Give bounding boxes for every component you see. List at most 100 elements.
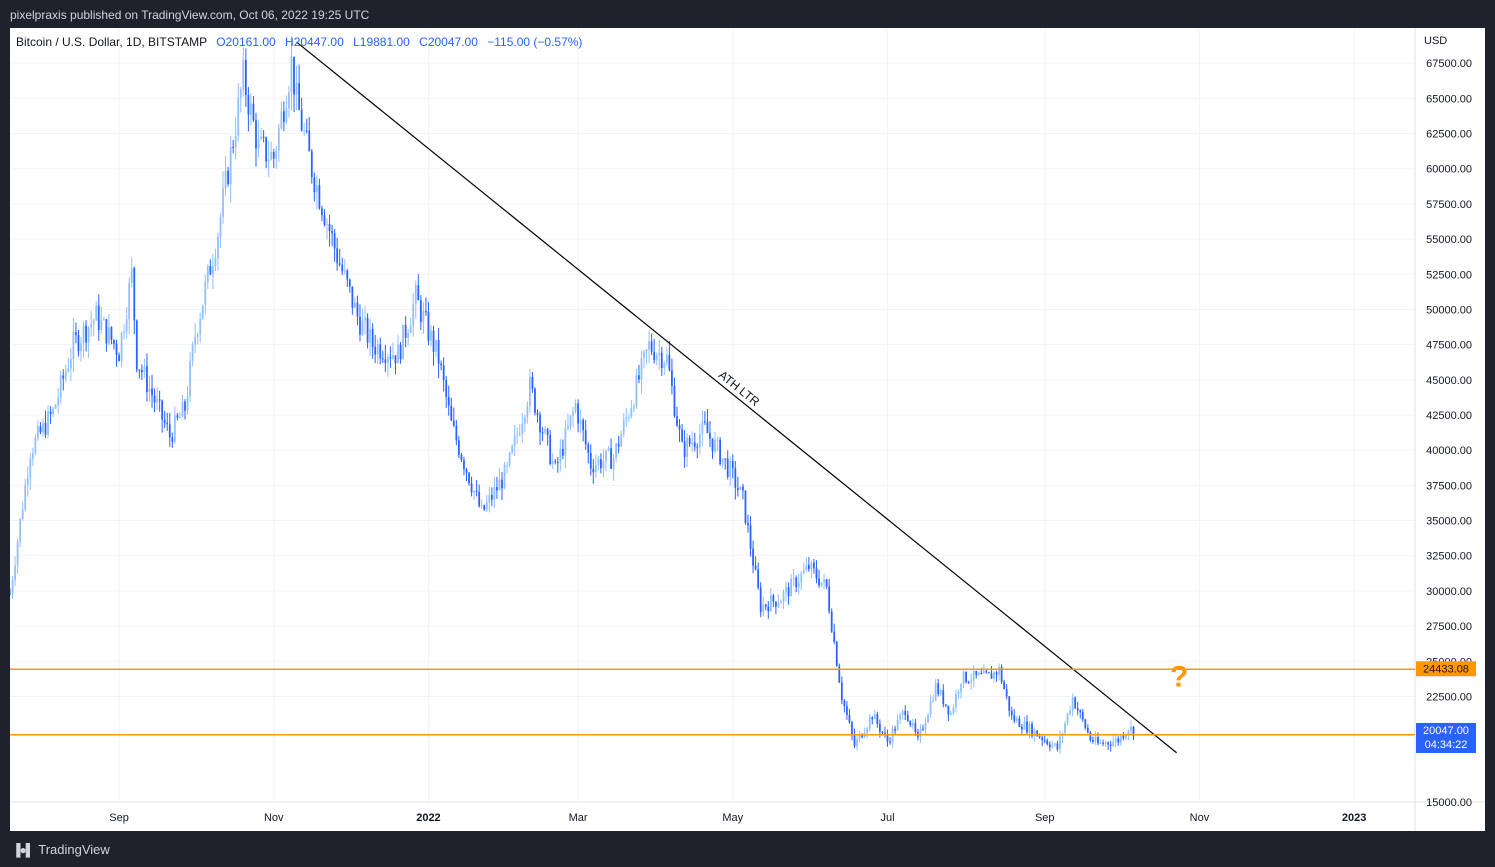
candle [671,358,673,395]
candle [1069,705,1071,716]
svg-text:Bitcoin / U.S. Dollar, 1D, BIT: Bitcoin / U.S. Dollar, 1D, BITSTAMP O201… [16,35,582,49]
candle-body [1051,744,1054,748]
candle [130,257,133,288]
candle-body [967,682,970,684]
candle [747,514,749,533]
candle-body [490,494,493,500]
candle-body [280,111,283,129]
candle [359,304,361,342]
candle [757,562,760,590]
time-tick-label-5: Jul [880,812,894,824]
candle [425,297,427,316]
candle-body [947,705,950,715]
candle-body [777,603,780,607]
candle-body [217,236,219,258]
time-tick-label-2: 2022 [416,812,440,824]
candle [947,705,950,722]
candle [386,353,389,377]
candle-body [440,363,443,366]
candle-body [196,334,199,338]
candle-body [1066,713,1069,724]
candle-body [939,690,942,695]
candle [374,334,377,364]
candle [379,337,382,365]
candle [120,331,123,368]
candle-body [572,411,574,416]
candle-body [762,604,765,613]
candle-body [42,422,44,433]
candle-body [716,439,719,441]
candle [1071,693,1074,717]
ath-trendline[interactable] [296,41,1177,754]
candle-body [998,666,1000,675]
candle-body [1074,697,1077,709]
candle [906,710,909,722]
candle [298,64,301,111]
candle [840,676,843,705]
candle-body [749,525,752,549]
candle [49,406,52,425]
candle [118,352,120,362]
price-axis[interactable]: 15000.0022500.0025000.0027500.0030000.00… [1426,58,1472,809]
candle [108,314,110,346]
candle [541,427,544,442]
candle-body [574,403,577,412]
candle [267,140,270,178]
candle-body [995,672,998,675]
candle-body [919,728,922,737]
candle [191,341,194,367]
time-tick-label-0: Sep [109,812,129,824]
candle [285,95,288,124]
candle-body [168,424,171,438]
candle [389,346,392,368]
candle-body [833,631,836,642]
time-tick-label-8: 2023 [1342,812,1366,824]
candle-body [133,267,136,321]
candle-body [227,170,229,185]
candle-body [77,334,80,352]
candle-body [797,582,800,588]
candle [919,724,922,744]
candle [242,47,245,97]
candle-body [899,714,902,720]
time-tick-label-6: Sep [1035,812,1055,824]
candle-body [551,461,554,465]
candle [937,678,940,697]
candle [488,486,491,513]
candle-body [427,312,430,341]
candle [77,329,80,357]
candle-body [115,344,118,355]
price-chart[interactable]: ATH LTR? 15000.0022500.0025000.0027500.0… [9,28,1485,831]
candlestick-series [9,36,1135,755]
candle-body [1112,741,1115,746]
candle [1041,735,1044,746]
candle [950,710,952,716]
price-tick-label-16: 60000.00 [1426,164,1472,176]
candle-body [909,721,912,726]
candle-body [698,434,701,448]
candle [1043,735,1046,744]
candle-body [498,479,501,491]
candle-body [534,388,536,413]
candle [392,342,394,360]
candle-body [1086,727,1089,733]
candle [998,663,1000,681]
candle-body [965,671,967,683]
candle [790,574,793,597]
candle [716,436,719,452]
candle [128,277,131,335]
candle-body [889,741,891,743]
candle [305,118,308,134]
candle [343,258,346,275]
candle-body [993,672,995,679]
candle [460,452,463,463]
candle [577,399,579,433]
tradingview-brand[interactable]: ▐●▌ TradingView [12,842,110,857]
chart-area[interactable]: ATH LTR? 15000.0022500.0025000.0027500.0… [9,28,1485,831]
time-axis[interactable]: Sep Nov 2022 Mar May Jul Sep Nov 2023 [109,812,1366,824]
candle [1064,720,1066,736]
candle-body [470,483,473,493]
candle-body [412,304,415,326]
candle-body [214,257,217,267]
